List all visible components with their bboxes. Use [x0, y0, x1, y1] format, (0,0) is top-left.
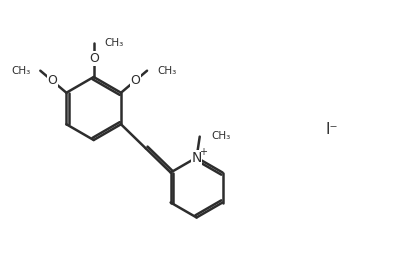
Text: +: + — [199, 147, 207, 157]
Text: N: N — [192, 151, 202, 164]
Text: CH₃: CH₃ — [104, 38, 124, 48]
Text: O: O — [47, 74, 57, 87]
Text: CH₃: CH₃ — [211, 131, 231, 141]
Text: CH₃: CH₃ — [11, 66, 30, 76]
Text: I⁻: I⁻ — [326, 122, 338, 137]
Text: CH₃: CH₃ — [157, 66, 176, 76]
Text: O: O — [130, 74, 140, 87]
Text: O: O — [89, 52, 99, 65]
